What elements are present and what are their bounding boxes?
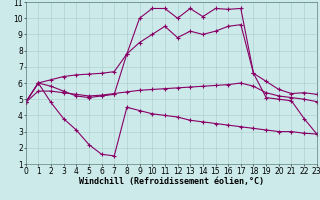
X-axis label: Windchill (Refroidissement éolien,°C): Windchill (Refroidissement éolien,°C) [79,177,264,186]
